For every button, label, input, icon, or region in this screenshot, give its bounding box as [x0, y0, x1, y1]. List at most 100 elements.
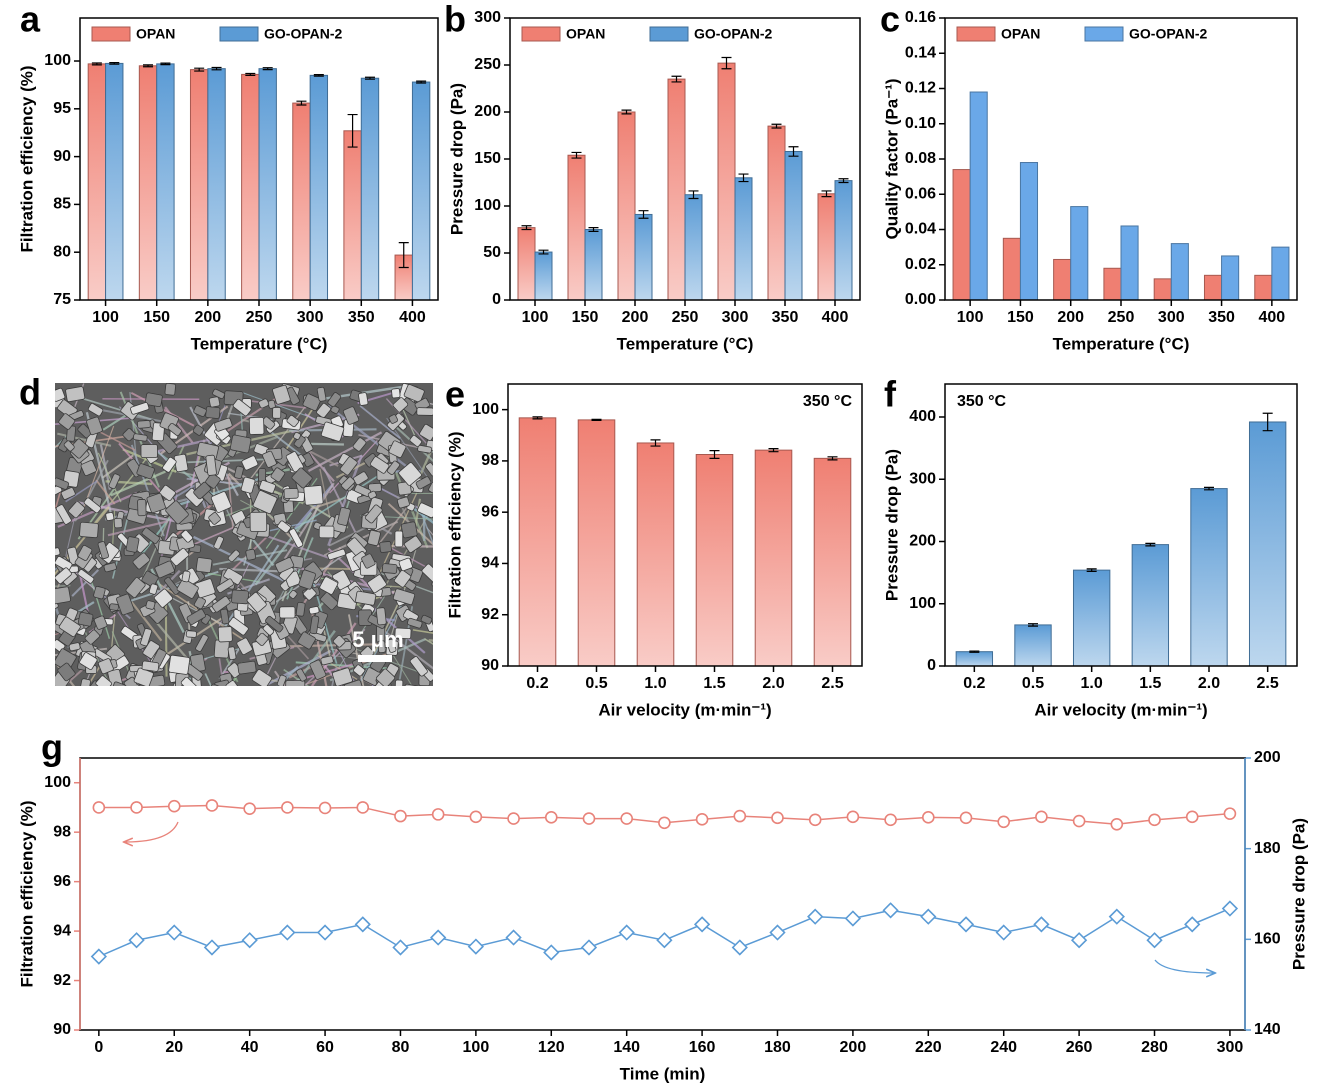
error-bar: [143, 64, 154, 68]
crystal: [164, 383, 177, 396]
x-tick-label: 400: [399, 309, 426, 326]
crystal: [68, 438, 89, 459]
marker: [507, 812, 520, 825]
crystal: [417, 444, 433, 454]
plot-frame: [509, 17, 861, 301]
crystal: [55, 387, 66, 402]
crystal: [285, 680, 306, 686]
plot-frame: [944, 383, 1298, 667]
crystal: [227, 549, 241, 563]
scale-bar: [358, 655, 392, 662]
crystal: [220, 608, 230, 625]
y-tick-label: 96: [481, 503, 499, 520]
crystal: [386, 460, 401, 476]
error-bar: [194, 67, 205, 72]
y2-axis-label: Pressure drop (Pa): [1289, 818, 1308, 970]
bar: [1153, 278, 1172, 301]
fiber: [95, 479, 116, 505]
error-bar: [245, 72, 256, 76]
crystal: [369, 456, 390, 474]
crystal: [375, 668, 396, 686]
crystal: [379, 541, 392, 553]
y-tick-label: 94: [481, 555, 499, 572]
x-tick-label: 100: [463, 1039, 490, 1056]
fiber: [421, 514, 433, 546]
marker: [243, 802, 256, 815]
fiber: [389, 420, 433, 463]
error-bar: [1145, 542, 1156, 547]
crystal: [272, 407, 282, 419]
error-bar: [771, 123, 782, 129]
crystal: [186, 608, 207, 625]
annotation: 350 °C: [803, 393, 853, 410]
crystal: [211, 595, 231, 613]
crystal: [210, 683, 222, 686]
fiber: [75, 395, 153, 421]
crystal: [428, 481, 433, 495]
crystal: [286, 415, 299, 428]
bar: [955, 651, 994, 667]
y-tick-label: 0.16: [905, 9, 936, 26]
marker: [356, 801, 370, 814]
crystal: [168, 654, 191, 675]
bar: [734, 177, 753, 301]
marker: [1185, 810, 1199, 824]
y-tick-label: 0.02: [905, 256, 936, 273]
marker: [807, 908, 824, 925]
crystal: [327, 392, 342, 408]
y-tick-label: 95: [53, 100, 71, 117]
crystal: [288, 528, 304, 548]
crystal: [79, 652, 98, 670]
crystal: [270, 467, 286, 483]
fiber: [107, 520, 169, 537]
crystal: [415, 476, 432, 490]
bar: [309, 74, 329, 301]
x-tick-label: 160: [689, 1039, 716, 1056]
crystal: [416, 407, 433, 416]
crystal: [108, 473, 121, 490]
fiber: [359, 405, 401, 439]
bar: [1170, 243, 1189, 301]
crystal: [214, 417, 233, 432]
bar: [411, 81, 431, 301]
crystal: [87, 403, 104, 417]
y-axis-label: Pressure drop (Pa): [447, 83, 466, 235]
marker: [1035, 810, 1048, 824]
y-tick-label: 300: [909, 470, 936, 487]
error-bar: [571, 151, 582, 159]
error-bar: [638, 210, 649, 219]
bar: [834, 180, 853, 301]
crystal: [141, 570, 159, 588]
error-bar: [211, 66, 222, 71]
bar: [343, 130, 362, 301]
legend-label: OPAN: [136, 26, 175, 42]
x-tick-label: 200: [1057, 309, 1084, 326]
crystal: [330, 405, 340, 415]
bar: [584, 229, 603, 301]
crystal: [316, 402, 332, 419]
x-tick-label: 0.5: [1022, 675, 1044, 692]
crystal: [272, 384, 291, 405]
x-tick-label: 80: [392, 1039, 410, 1056]
crystal: [185, 630, 197, 638]
error-bar: [416, 80, 427, 84]
annotation: 350 °C: [957, 393, 1007, 410]
error-bar: [621, 109, 632, 115]
marker: [205, 799, 219, 812]
y-tick-label: 100: [909, 595, 936, 612]
fiber: [57, 432, 112, 447]
marker: [241, 932, 258, 949]
crystal: [249, 511, 268, 532]
crystal: [225, 680, 242, 686]
x-axis-label: Temperature (°C): [1053, 334, 1190, 353]
marker: [731, 939, 748, 956]
marker: [658, 816, 671, 830]
crystal: [409, 656, 428, 677]
y-axis-label: Filtration efficiency (%): [17, 800, 36, 987]
crystal: [320, 421, 345, 442]
marker: [808, 813, 822, 827]
crystal: [58, 413, 76, 430]
bar: [754, 449, 793, 667]
crystal: [358, 392, 369, 406]
error-bar: [91, 62, 102, 66]
